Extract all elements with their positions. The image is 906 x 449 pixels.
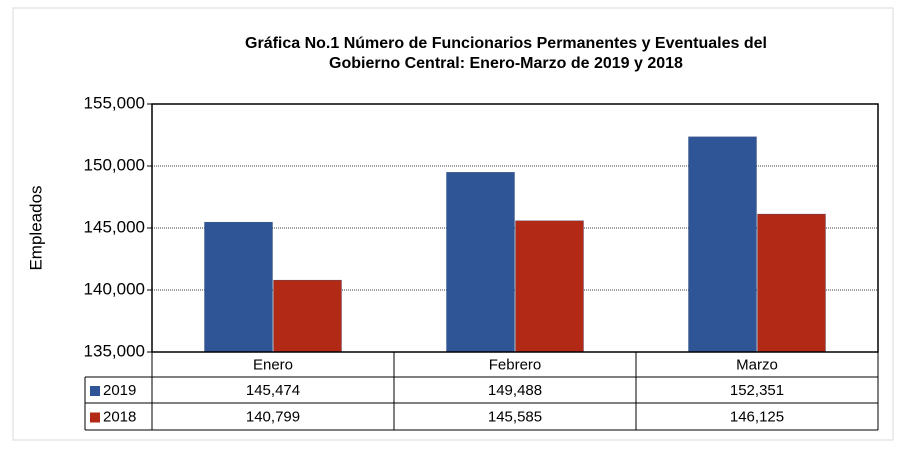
bar (204, 221, 273, 353)
data-label: 152,351 (730, 382, 784, 399)
legend-label: 2018 (103, 408, 136, 425)
y-tick-label: 145,000 (84, 217, 145, 236)
chart-title: Gráfica No.1 Número de Funcionarios Perm… (245, 35, 767, 52)
y-axis-label: Empleados (26, 185, 45, 270)
data-label: 145,585 (488, 408, 542, 425)
bar (515, 220, 584, 353)
x-tick-label: Marzo (736, 356, 778, 373)
bar (757, 213, 826, 353)
data-label: 145,474 (246, 382, 300, 399)
y-tick-label: 140,000 (84, 279, 145, 298)
legend-swatch (90, 412, 100, 423)
legend-label: 2019 (103, 382, 136, 399)
chart-title: Gobierno Central: Enero-Marzo de 2019 y … (329, 55, 683, 72)
bar (446, 172, 515, 353)
data-label: 140,799 (246, 408, 300, 425)
y-tick-label: 135,000 (84, 341, 145, 360)
x-tick-label: Febrero (489, 356, 542, 373)
data-label: 149,488 (488, 382, 542, 399)
data-label: 146,125 (730, 408, 784, 425)
plot-border (151, 103, 879, 353)
x-tick-label: Enero (253, 356, 293, 373)
y-tick-label: 155,000 (84, 93, 145, 112)
chart-frame (12, 7, 894, 441)
bar (273, 279, 342, 353)
y-tick-label: 150,000 (84, 155, 145, 174)
bar (688, 136, 757, 353)
legend-swatch (90, 386, 100, 396)
